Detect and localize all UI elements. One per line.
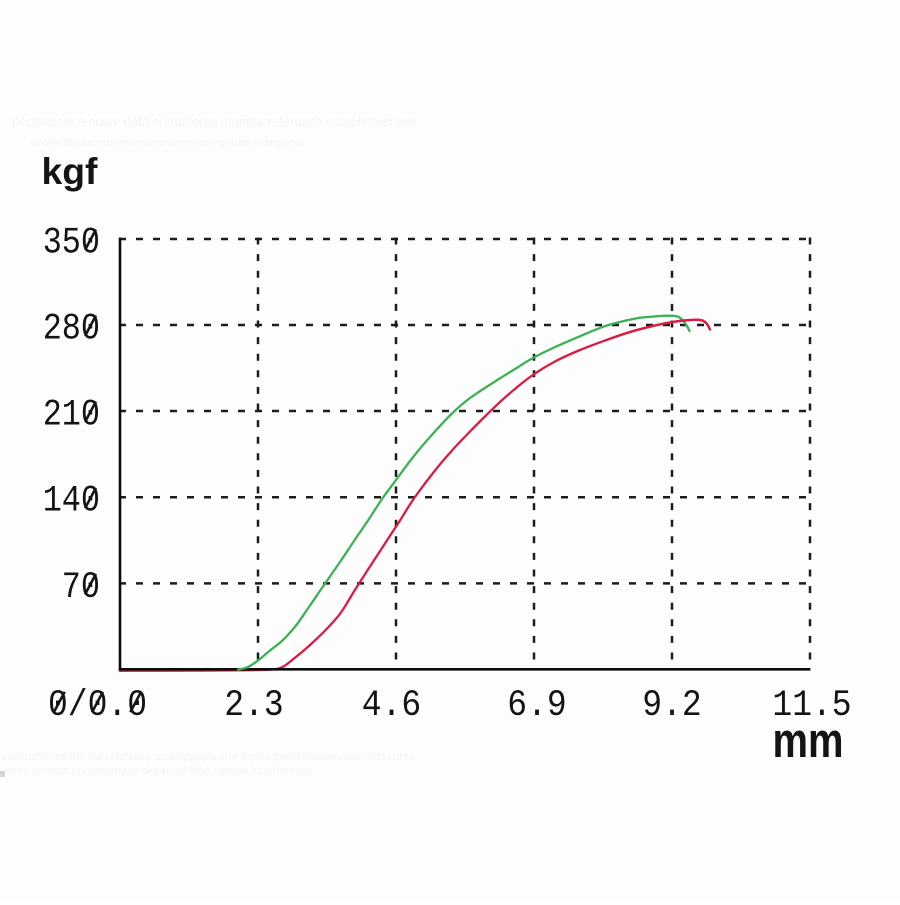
- svg-text:280: 280: [43, 308, 100, 350]
- svg-text:6.9: 6.9: [507, 685, 566, 727]
- svg-text:measurement uncertainty stroke: measurement uncertainty stroke resolutio…: [2, 765, 313, 777]
- svg-text:2.3: 2.3: [224, 685, 283, 727]
- svg-text:kgf: kgf: [42, 150, 99, 192]
- svg-text:9.2: 9.2: [642, 685, 701, 727]
- svg-text:performance curve data crimp f: performance curve data crimp force monit…: [12, 114, 415, 129]
- svg-text:70: 70: [62, 567, 100, 609]
- svg-text:210: 210: [43, 394, 100, 436]
- svg-text:0/0.0: 0/0.0: [48, 685, 147, 727]
- svg-text:calibration certificate refere: calibration certificate reference toolin…: [2, 751, 415, 763]
- svg-text:mm: mm: [773, 714, 844, 768]
- svg-text:stroke displacement measuremen: stroke displacement measurement comparat…: [30, 137, 304, 149]
- svg-text:4.6: 4.6: [362, 685, 421, 727]
- svg-text:350: 350: [43, 222, 100, 264]
- svg-text:11.5: 11.5: [772, 685, 851, 727]
- svg-text:140: 140: [43, 481, 100, 523]
